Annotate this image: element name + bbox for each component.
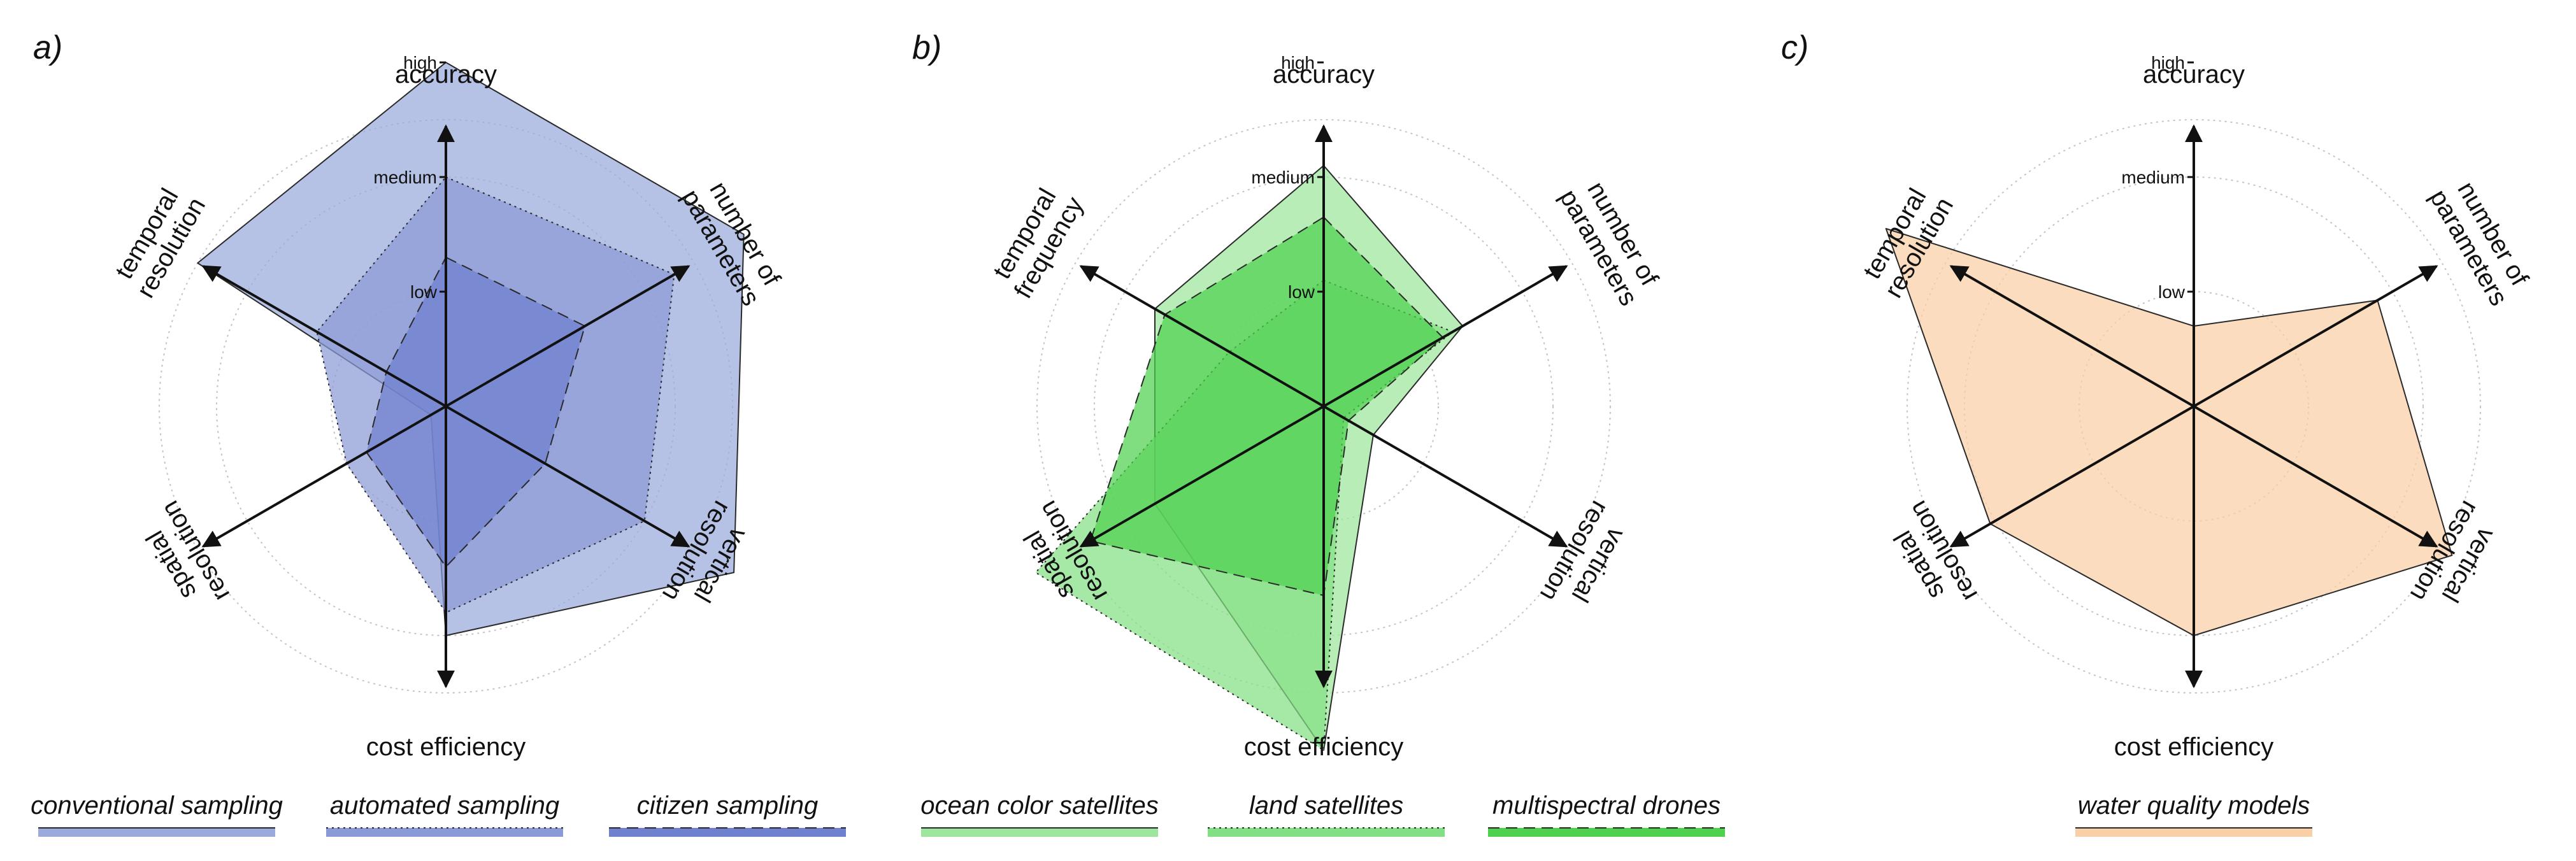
legend-swatch: [609, 828, 846, 837]
radar-axes: [1949, 124, 2438, 688]
panel-letter: a): [33, 29, 62, 66]
level-label-low: low: [1288, 282, 1315, 302]
axis-label-accuracy: accuracy: [1273, 60, 1375, 89]
legend-label: conventional sampling: [31, 792, 283, 820]
legend-swatch: [326, 828, 563, 837]
legend-swatch: [38, 828, 275, 837]
level-label-low: low: [2158, 282, 2186, 302]
grid-circle: [1036, 119, 1611, 694]
legend-item-ocean-color-satellites: ocean color satellites: [920, 792, 1159, 837]
legend-item-multispectral-drones: multispectral drones: [1488, 792, 1725, 837]
panel-letter: c): [1781, 29, 1808, 66]
axis-label-vertical-resolution: verticalresolution: [1535, 496, 1638, 620]
level-label-high: high: [1281, 53, 1315, 73]
legend-label: land satellites: [1249, 792, 1403, 820]
axis-label-temporal-frequency: temporalfrequency: [985, 178, 1089, 303]
level-label-low: low: [410, 282, 438, 302]
legend-swatch: [1208, 828, 1445, 837]
level-label-high: high: [403, 53, 437, 73]
legend-item-conventional-sampling: conventional sampling: [31, 792, 283, 837]
axis-line: [1079, 265, 1568, 548]
axis-label-number-of-parameters: number ofparameters: [2424, 171, 2537, 310]
level-label-medium: medium: [2121, 167, 2185, 187]
axis-label-accuracy: accuracy: [2143, 60, 2245, 89]
axis-label-spatial-resolution: spatialresolution: [1879, 496, 1983, 620]
legend-label: automated sampling: [330, 792, 559, 820]
radar-axes: [201, 124, 691, 688]
axis-line: [201, 265, 691, 548]
axis-label-accuracy: accuracy: [395, 60, 497, 89]
axis-label-temporal-resolution: temporalresolution: [107, 179, 211, 302]
legend-item-citizen-sampling: citizen sampling: [609, 792, 846, 837]
panel-letter: b): [912, 29, 941, 66]
axis-label-number-of-parameters: number ofparameters: [1554, 171, 1667, 310]
legend-label: multispectral drones: [1492, 792, 1721, 820]
legend-item-land-satellites: land satellites: [1208, 792, 1445, 837]
legend-swatch: [921, 828, 1158, 837]
legend-swatch: [2075, 828, 2312, 837]
axis-label-cost-efficiency: cost efficiency: [2114, 733, 2274, 761]
radar-axes: [1079, 124, 1568, 688]
legend-label: water quality models: [2078, 792, 2310, 820]
level-label-high: high: [2151, 53, 2185, 73]
axis-label-cost-efficiency: cost efficiency: [366, 733, 526, 761]
level-label-medium: medium: [373, 167, 437, 187]
axis-line: [1949, 265, 2438, 548]
axis-label-spatial-resolution: spatialresolution: [131, 496, 235, 620]
axis-label-cost-efficiency: cost efficiency: [1244, 733, 1404, 761]
legend-label: citizen sampling: [637, 792, 819, 820]
legend-item-water-quality-models: water quality models: [2075, 792, 2312, 837]
legend-label: ocean color satellites: [920, 792, 1159, 820]
legend-item-automated-sampling: automated sampling: [326, 792, 563, 837]
grid-circle: [1907, 119, 2481, 694]
legend-swatch: [1488, 828, 1725, 837]
level-label-medium: medium: [1251, 167, 1315, 187]
